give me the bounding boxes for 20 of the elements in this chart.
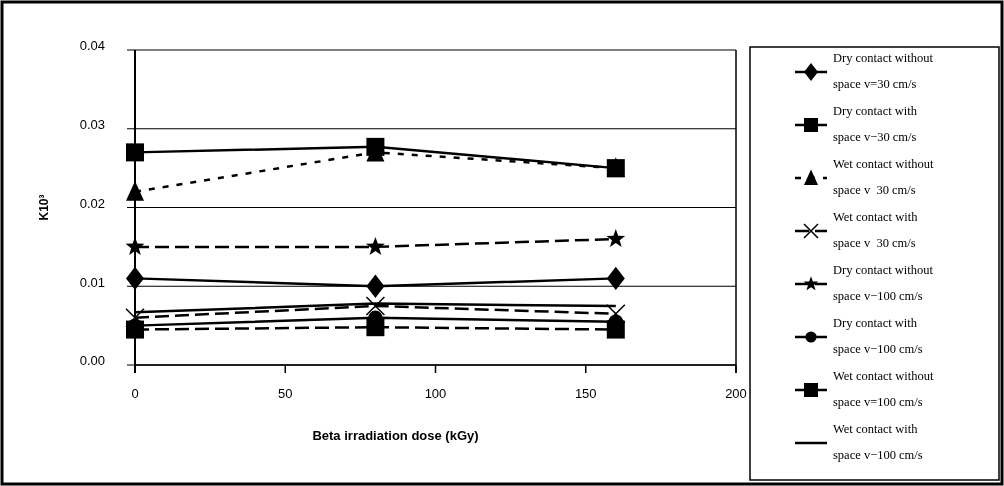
legend-label: Dry contact without space v−100 cm/s — [833, 263, 937, 303]
y-tick-label: 0.01 — [79, 274, 105, 290]
x-tick-label: 50 — [278, 386, 293, 401]
legend-label: Wet contact without space v 30 cm/s — [833, 157, 937, 197]
x-tick-label: 200 — [725, 386, 747, 401]
y-axis-title: K10³ — [37, 194, 51, 221]
y-tick-label: 0.00 — [79, 353, 105, 369]
x-tick-label: 0 — [131, 386, 139, 401]
x-axis-title: Beta irradiation dose (kGy) — [312, 428, 479, 443]
y-tick-label: 0.02 — [79, 195, 105, 211]
legend-label: Dry contact with space v−100 cm/s — [833, 316, 923, 356]
y-tick-label: 0.04 — [79, 38, 105, 54]
x-tick-label: 100 — [424, 386, 447, 401]
x-tick-label: 150 — [574, 386, 597, 401]
legend-label: Wet contact without space v=100 cm/s — [833, 369, 937, 409]
y-tick-label: 0.03 — [79, 117, 105, 133]
legend-label: Wet contact with space v−100 cm/s — [833, 422, 923, 462]
legend-label: Dry contact without space v=30 cm/s — [833, 51, 937, 91]
legend-label: Wet contact with space v 30 cm/s — [833, 210, 921, 250]
legend-label: Dry contact with space v−30 cm/s — [833, 104, 921, 144]
